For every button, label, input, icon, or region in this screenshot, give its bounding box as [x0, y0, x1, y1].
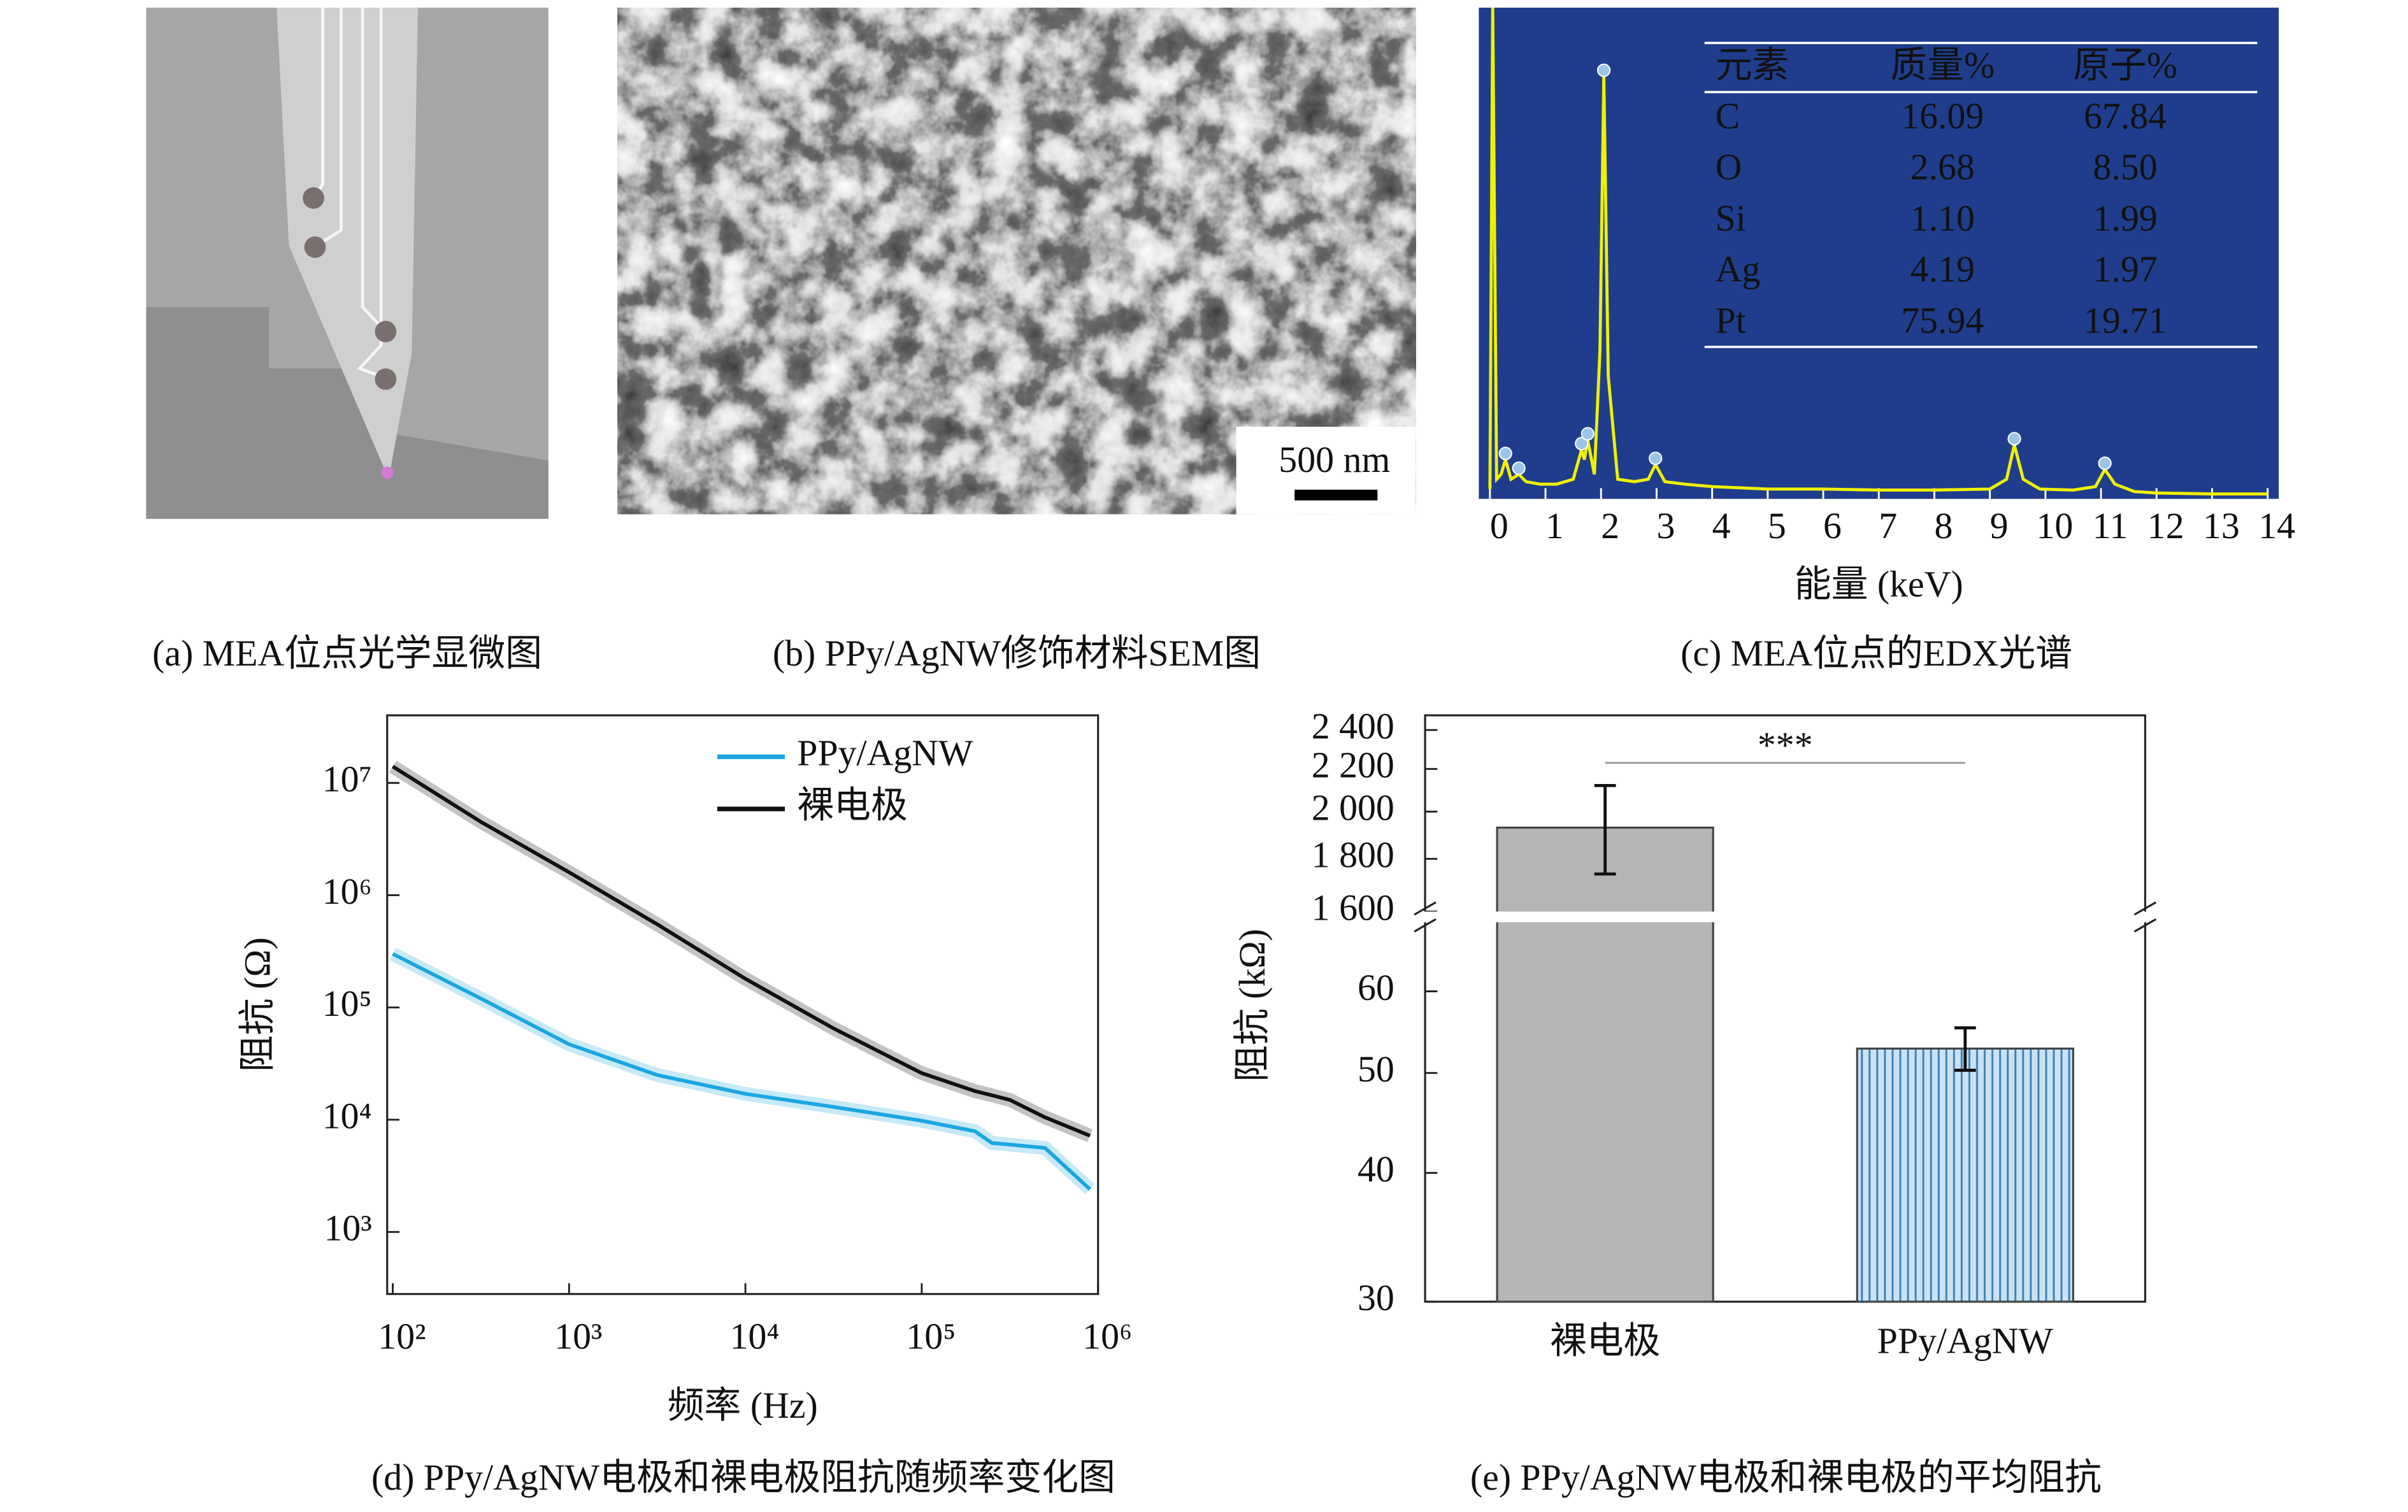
y-tick-label: 10⁵: [322, 983, 372, 1024]
significance-label: ***: [1758, 724, 1813, 766]
legend-label: 裸电极: [797, 784, 908, 825]
table-cell: 2.68: [1910, 146, 1975, 188]
table-cell: 67.84: [2084, 95, 2167, 136]
x-tick-label: 6: [1823, 505, 1842, 546]
table-cell: Ag: [1716, 248, 1761, 290]
peak-marker: [1498, 446, 1512, 460]
bar: [1856, 1047, 2074, 1303]
y-tick-label: 2 400: [1312, 705, 1394, 746]
peak-marker: [1580, 427, 1595, 441]
error-bar: [1954, 1026, 1976, 1072]
error-bar: [1594, 783, 1616, 876]
y-tick-label: 10³: [324, 1208, 372, 1249]
caption: (a) MEA位点光学显微图: [152, 632, 542, 674]
table-cell: Si: [1716, 197, 1746, 239]
table-header: 元素: [1716, 45, 1789, 86]
series-band: [389, 948, 1095, 1195]
table-header: 质量%: [1890, 45, 1995, 86]
plot-frame: [386, 714, 1100, 1295]
table-cell: 1.97: [2093, 248, 2157, 290]
break-mark: [2133, 901, 2157, 932]
sem-image: 500 nm: [617, 8, 1416, 515]
x-tick-label: 10⁵: [906, 1315, 956, 1357]
legend-label: PPy/AgNW: [797, 732, 973, 773]
x-tick-label: 7: [1879, 505, 1897, 546]
table-cell: 75.94: [1901, 299, 1984, 341]
y-axis-label: 阻抗 (kΩ): [1231, 929, 1273, 1082]
y-tick-label: 10⁴: [322, 1095, 372, 1136]
x-tick-label: 10: [2036, 505, 2073, 546]
table-cell: Pt: [1716, 299, 1746, 341]
y-tick-label: 10⁷: [322, 759, 372, 800]
y-tick-label: 30: [1358, 1277, 1394, 1318]
y-tick-label: 50: [1358, 1048, 1394, 1090]
x-tick-label: 2: [1601, 505, 1619, 546]
bar: [1496, 826, 1714, 1303]
x-axis-label: 能量 (keV): [1795, 563, 1963, 604]
y-tick-label: 1 800: [1312, 834, 1394, 876]
x-tick-label: 5: [1768, 505, 1786, 546]
x-tick-label: 10²: [378, 1315, 426, 1357]
table-header: 原子%: [2073, 45, 2177, 86]
series-line: [391, 765, 1091, 1138]
y-tick-label: 40: [1358, 1148, 1394, 1190]
peak-marker: [2007, 432, 2021, 446]
caption: (e) PPy/AgNW电极和裸电极的平均阻抗: [1470, 1457, 2102, 1498]
table-cell: 1.10: [1910, 197, 1975, 239]
table-cell: 8.50: [2093, 146, 2157, 188]
x-tick-label: 13: [2203, 505, 2240, 546]
caption: (c) MEA位点的EDX光谱: [1681, 632, 2072, 674]
x-tick-label: 3: [1656, 505, 1675, 546]
peak-marker: [1649, 452, 1663, 466]
x-tick-label: 10³: [554, 1315, 602, 1357]
peak-marker: [1575, 436, 1589, 451]
x-tick-label: 11: [2093, 505, 2128, 546]
x-tick-label: 裸电极: [1550, 1320, 1661, 1362]
x-tick-label: 0: [1490, 505, 1509, 546]
table-cell: O: [1716, 146, 1742, 188]
y-tick-label: 2 000: [1312, 787, 1394, 829]
y-tick-label: 2 200: [1312, 745, 1394, 786]
x-tick-label: 10⁴: [730, 1315, 780, 1357]
spectrum-line: [1488, 8, 2268, 496]
peak-marker: [2098, 456, 2112, 470]
peak-marker: [1512, 461, 1526, 475]
scale-bar-label: 500 nm: [1279, 439, 1390, 480]
caption: (d) PPy/AgNW电极和裸电极阻抗随频率变化图: [371, 1457, 1115, 1498]
series-line: [392, 952, 1091, 1191]
series-band: [389, 760, 1093, 1143]
caption: (b) PPy/AgNW修饰材料SEM图: [773, 632, 1261, 674]
peak-marker: [1597, 63, 1611, 77]
x-tick-label: 10⁶: [1082, 1315, 1132, 1357]
y-tick-label: 60: [1358, 967, 1394, 1008]
table-cell: 16.09: [1901, 95, 1984, 136]
x-tick-label: 14: [2258, 505, 2295, 546]
x-tick-label: PPy/AgNW: [1877, 1320, 2054, 1362]
break-mark: [1414, 901, 1437, 932]
y-tick-label: 1 600: [1312, 887, 1394, 929]
x-tick-label: 9: [1990, 505, 2009, 546]
axis-break: [1423, 911, 2147, 923]
x-axis-label: 频率 (Hz): [668, 1385, 818, 1426]
x-tick-label: 1: [1545, 505, 1564, 546]
table-cell: 19.71: [2084, 299, 2167, 341]
x-tick-label: 4: [1712, 505, 1731, 546]
table-cell: 1.99: [2093, 197, 2157, 239]
y-axis-label: 阻抗 (Ω): [236, 938, 278, 1073]
x-tick-label: 12: [2147, 505, 2184, 546]
plot-frame: [1424, 714, 2146, 1303]
y-tick-label: 10⁶: [322, 871, 372, 912]
micrograph-a: [146, 8, 548, 519]
table-cell: 4.19: [1910, 248, 1975, 290]
table-cell: C: [1716, 95, 1740, 136]
x-tick-label: 8: [1934, 505, 1953, 546]
